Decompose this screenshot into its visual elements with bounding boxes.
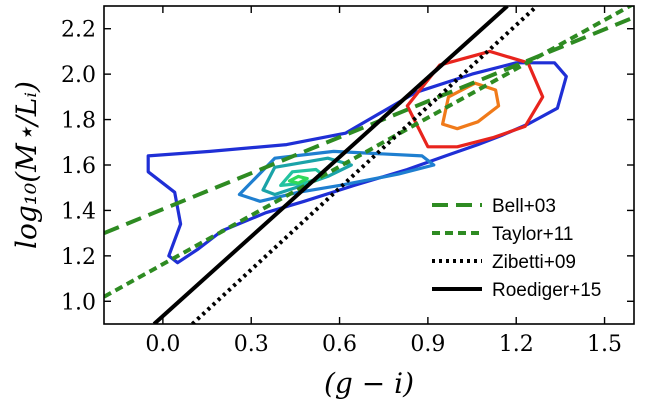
x-tick-label: 0.6	[322, 332, 357, 357]
contour-level-7	[441, 81, 501, 131]
x-tick-label: 0.3	[234, 332, 269, 357]
y-axis-title: log₁₀(M⋆/Lᵢ)	[10, 81, 43, 249]
y-tick-label: 1.6	[61, 154, 96, 179]
legend-label-zibetti-09: Zibetti+09	[492, 252, 576, 273]
contour-level-2	[237, 149, 436, 203]
x-axis-ticks: 0.0 0.3 0.6 0.9 1.2 1.5	[145, 6, 622, 357]
plot-background	[104, 6, 634, 324]
y-tick-label: 2.0	[61, 63, 96, 88]
relation-lines	[104, 6, 634, 324]
y-tick-label: 2.2	[61, 18, 96, 43]
contour-level-6	[405, 49, 545, 149]
y-axis-ticks: 1.0 1.2 1.4 1.6 1.8 2.0 2.2	[61, 18, 634, 315]
density-contours	[146, 49, 568, 265]
line-roediger-15	[152, 6, 509, 324]
contour-level-5	[287, 174, 309, 185]
legend-label-roediger-15: Roediger+15	[492, 280, 601, 301]
y-tick-label: 1.2	[61, 245, 96, 270]
x-tick-label: 1.2	[499, 332, 534, 357]
x-tick-label: 0.0	[145, 332, 180, 357]
contour-level-3	[261, 156, 353, 197]
y-tick-label: 1.8	[61, 109, 96, 134]
legend-label-bell-03: Bell+03	[492, 196, 556, 217]
x-tick-label: 0.9	[410, 332, 445, 357]
legend: Bell+03 Taylor+11 Zibetti+09 Roediger+15	[432, 196, 601, 301]
y-tick-label: 1.0	[61, 290, 96, 315]
contour-level-1	[146, 61, 568, 265]
line-taylor-11	[104, 6, 634, 299]
x-axis-title: (g − i)	[324, 367, 414, 400]
y-tick-label: 1.4	[61, 199, 96, 224]
line-zibetti-09	[190, 6, 539, 324]
legend-label-taylor-11: Taylor+11	[492, 224, 574, 245]
x-tick-label: 1.5	[587, 332, 622, 357]
